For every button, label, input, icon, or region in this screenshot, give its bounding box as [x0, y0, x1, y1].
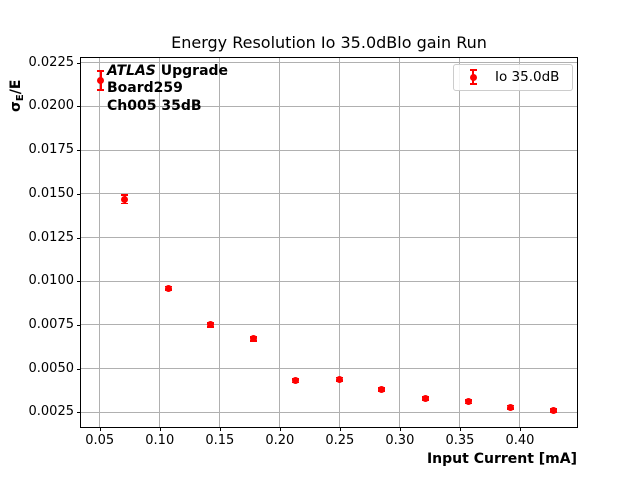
annotation-board: Board259 — [107, 80, 183, 96]
annotation-upgrade: Upgrade — [155, 62, 229, 79]
x-tick-mark — [339, 427, 341, 431]
annotation-text: ATLAS Upgrade Board259 Ch005 35dB — [107, 63, 228, 116]
chart-title: Energy Resolution Io 35.0dBlo gain Run — [171, 33, 487, 52]
errorbar-cap-top — [121, 193, 129, 196]
data-point — [378, 386, 386, 394]
x-tick-mark — [279, 427, 281, 431]
x-tick-label: 0.35 — [445, 433, 475, 448]
x-tick-label: 0.25 — [325, 433, 355, 448]
y-tick-mark — [77, 324, 81, 326]
y-tick-label: 0.0225 — [28, 54, 75, 70]
data-point — [206, 321, 214, 329]
legend-entry-label: Io 35.0dB — [495, 68, 560, 85]
x-gridline — [519, 57, 521, 427]
x-tick-mark — [99, 427, 101, 431]
x-tick-label: 0.05 — [85, 433, 115, 448]
x-tick-label: 0.10 — [145, 433, 175, 448]
x-tick-mark — [159, 427, 161, 431]
errorbar-cap-bottom — [97, 88, 105, 91]
x-tick-mark — [519, 427, 521, 431]
y-tick-mark — [77, 150, 81, 152]
data-point — [97, 76, 105, 84]
y-tick-label: 0.0200 — [28, 98, 75, 114]
data-point — [421, 394, 429, 402]
errorbar-cap-top — [97, 69, 105, 72]
x-gridline — [459, 57, 461, 427]
y-tick-label: 0.0100 — [28, 273, 75, 289]
legend-errorbar-marker-icon — [466, 68, 480, 86]
y-gridline — [81, 237, 577, 239]
y-tick-mark — [77, 281, 81, 283]
y-tick-mark — [77, 412, 81, 414]
y-gridline — [81, 62, 577, 64]
y-tick-label: 0.0050 — [28, 360, 75, 376]
y-tick-mark — [77, 237, 81, 239]
y-gridline — [81, 411, 577, 413]
x-tick-label: 0.40 — [505, 433, 535, 448]
legend: Io 35.0dB — [453, 64, 573, 91]
y-gridline — [81, 149, 577, 151]
y-tick-mark — [77, 368, 81, 370]
y-gridline — [81, 105, 577, 107]
y-tick-label: 0.0175 — [28, 142, 75, 158]
x-gridline — [219, 57, 221, 427]
x-gridline — [279, 57, 281, 427]
y-tick-mark — [77, 106, 81, 108]
y-gridline — [81, 280, 577, 282]
data-point — [291, 377, 299, 385]
x-tick-label: 0.30 — [385, 433, 415, 448]
data-point — [550, 407, 558, 415]
data-point — [164, 284, 172, 292]
data-point — [336, 375, 344, 383]
y-gridline — [81, 324, 577, 326]
y-gridline — [81, 193, 577, 195]
y-tick-mark — [77, 193, 81, 195]
x-gridline — [159, 57, 161, 427]
data-point — [121, 195, 129, 203]
y-tick-label: 0.0150 — [28, 185, 75, 201]
data-point — [464, 398, 472, 406]
x-tick-mark — [399, 427, 401, 431]
errorbar-cap-bottom — [121, 202, 129, 205]
x-tick-label: 0.20 — [265, 433, 295, 448]
plot-area: ATLAS Upgrade Board259 Ch005 35dB Io 35.… — [80, 56, 578, 428]
x-axis-label: Input Current [mA] — [426, 451, 577, 467]
x-tick-mark — [219, 427, 221, 431]
x-tick-mark — [459, 427, 461, 431]
data-point — [249, 335, 257, 343]
y-tick-mark — [77, 62, 81, 64]
y-tick-label: 0.0125 — [28, 229, 75, 245]
y-tick-label: 0.0075 — [28, 316, 75, 332]
annotation-atlas: ATLAS — [107, 62, 156, 79]
x-gridline — [399, 57, 401, 427]
x-tick-label: 0.15 — [205, 433, 235, 448]
data-point — [506, 403, 514, 411]
x-gridline — [99, 57, 101, 427]
x-gridline — [339, 57, 341, 427]
annotation-channel: Ch005 35dB — [107, 97, 202, 114]
y-axis-label-suffix: /E — [8, 79, 24, 95]
y-gridline — [81, 368, 577, 370]
y-tick-label: 0.0025 — [28, 404, 75, 420]
